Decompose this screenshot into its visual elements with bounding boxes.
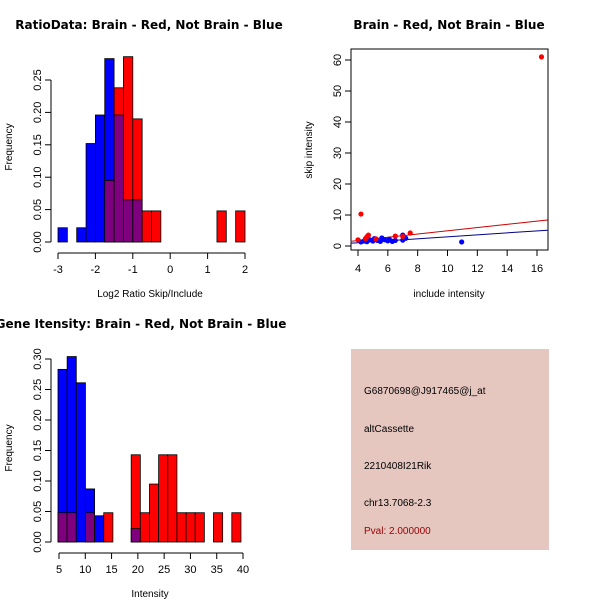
p-value: Pval: 2.000000 — [364, 526, 431, 537]
gene-intensity-x-tick-label: 5 — [56, 564, 62, 576]
gene-intensity-bar — [176, 512, 187, 543]
chromosome-location: chr13.7068-2.3 — [364, 498, 432, 509]
scatter-x-tick-label: 10 — [441, 263, 453, 275]
ratio-x-tick-label: 1 — [205, 264, 211, 276]
gene-intensity-bar — [167, 454, 178, 543]
scatter-x-tick-label: 8 — [415, 263, 421, 275]
gene-intensity-overlap-bar — [130, 528, 141, 543]
ratio-x-tick-label: 0 — [167, 264, 173, 276]
gene-intensity-overlap-bar — [57, 512, 68, 543]
ratio-y-tick-label: 0.25 — [32, 69, 44, 90]
gene-intensity-y-tick-label: 0.30 — [32, 348, 44, 369]
ratio-bar — [95, 114, 106, 243]
ratio-y-tick-label: 0.10 — [32, 166, 44, 187]
gene-intensity-bar — [158, 454, 169, 543]
ratio-bar — [151, 210, 162, 243]
gene-intensity-x-tick-label: 30 — [184, 564, 196, 576]
scatter-y-tick-label: 30 — [332, 147, 344, 159]
gene-intensity-ylabel: Frequency — [4, 424, 15, 471]
gene-intensity-bar — [231, 512, 242, 543]
scatter-y-tick-label: 20 — [332, 178, 344, 190]
intensity-scatter-title: Brain - Red, Not Brain - Blue — [353, 18, 544, 32]
scatter-point — [358, 211, 364, 217]
gene-intensity-y-tick-label: 0.15 — [32, 440, 44, 461]
gene-intensity-y-tick-label: 0.25 — [32, 379, 44, 400]
scatter-point — [400, 233, 406, 239]
gene-intensity-bar — [185, 512, 196, 543]
scatter-y-tick-label: 50 — [332, 85, 344, 97]
gene-intensity-bar — [213, 512, 224, 543]
ratio-overlap-bar — [123, 199, 134, 243]
ratio-x-tick-label: -2 — [91, 264, 101, 276]
scatter-point — [365, 232, 372, 238]
gene-intensity-bar — [75, 382, 86, 543]
gene-intensity-x-tick-label: 40 — [237, 564, 249, 576]
ratio-bar — [76, 227, 87, 243]
gene-intensity-x-tick-label: 15 — [105, 564, 117, 576]
ratio-bar — [216, 210, 227, 243]
probe-info-panel: G6870698@J917465@j_at altCassette 221040… — [351, 349, 549, 550]
ratio-y-tick-label: 0.15 — [32, 134, 44, 155]
ratio-histogram-ylabel: Frequency — [4, 123, 15, 170]
ratio-histogram-xlabel: Log2 Ratio Skip/Include — [97, 289, 203, 300]
ratio-overlap-bar — [132, 199, 143, 243]
ratio-overlap-bar — [104, 180, 115, 243]
scatter-x-tick-label: 14 — [501, 263, 513, 275]
intensity-scatter-ylabel: skip intensity — [304, 121, 315, 178]
ratio-bar — [85, 143, 96, 243]
gene-intensity-x-tick-label: 20 — [132, 564, 144, 576]
gene-intensity-bar — [103, 512, 114, 543]
intensity-scatter-xlabel: include intensity — [413, 289, 484, 300]
scatter-point — [392, 233, 398, 239]
ratio-y-tick-label: 0.05 — [32, 199, 44, 220]
ratio-bar — [141, 210, 152, 243]
scatter-point — [538, 54, 545, 60]
gene-intensity-y-tick-label: 0.00 — [32, 531, 44, 552]
event-type: altCassette — [364, 424, 415, 435]
gene-intensity-overlap-bar — [85, 512, 95, 543]
gene-intensity-y-tick-label: 0.10 — [32, 470, 44, 491]
gene-intensity-x-tick-label: 25 — [158, 564, 170, 576]
ratio-histogram-title: RatioData: Brain - Red, Not Brain - Blue — [15, 18, 282, 32]
gene-intensity-xlabel: Intensity — [131, 589, 168, 600]
gene-intensity-x-tick-label: 35 — [211, 564, 223, 576]
gene-intensity-bar — [94, 515, 105, 543]
scatter-plot-box — [350, 48, 549, 251]
gene-intensity-bar — [139, 512, 150, 543]
scatter-y-tick-label: 40 — [332, 116, 344, 128]
ratio-overlap-bar — [113, 114, 124, 243]
scatter-point — [373, 236, 379, 242]
scatter-y-tick-label: 60 — [332, 54, 344, 66]
gene-intensity-title: Gene Itensity: Brain - Red, Not Brain - … — [0, 317, 286, 331]
ratio-histogram: RatioData: Brain - Red, Not Brain - Blue… — [4, 18, 283, 300]
scatter-x-tick-label: 6 — [385, 263, 391, 275]
gene-intensity-x-tick-label: 10 — [79, 564, 91, 576]
gene-name: 2210408I21Rik — [364, 461, 432, 472]
ratio-y-tick-label: 0.20 — [32, 102, 44, 123]
scatter-point — [355, 237, 361, 243]
ratio-bar — [57, 227, 68, 243]
probe-id: G6870698@J917465@j_at — [364, 386, 486, 397]
scatter-y-tick-label: 10 — [332, 209, 344, 221]
scatter-x-tick-label: 12 — [471, 263, 483, 275]
ratio-x-tick-label: -3 — [53, 264, 63, 276]
scatter-y-tick-label: 0 — [332, 243, 344, 249]
intensity-scatter: Brain - Red, Not Brain - Blue include in… — [304, 18, 549, 300]
ratio-y-tick-label: 0.00 — [32, 231, 44, 252]
ratio-bar — [235, 210, 246, 243]
gene-intensity-histogram: Gene Itensity: Brain - Red, Not Brain - … — [0, 317, 286, 600]
ratio-x-tick-label: 2 — [242, 264, 248, 276]
scatter-point — [407, 230, 413, 236]
scatter-x-tick-label: 16 — [531, 263, 543, 275]
scatter-x-tick-label: 4 — [355, 263, 361, 275]
gene-intensity-y-tick-label: 0.05 — [32, 501, 44, 522]
ratio-x-tick-label: -1 — [128, 264, 138, 276]
gene-intensity-overlap-bar — [66, 512, 77, 543]
scatter-point — [459, 239, 465, 245]
scatter-point — [392, 237, 398, 244]
gene-intensity-y-tick-label: 0.20 — [32, 409, 44, 430]
gene-intensity-bar — [149, 483, 160, 543]
gene-intensity-bar — [194, 512, 205, 543]
